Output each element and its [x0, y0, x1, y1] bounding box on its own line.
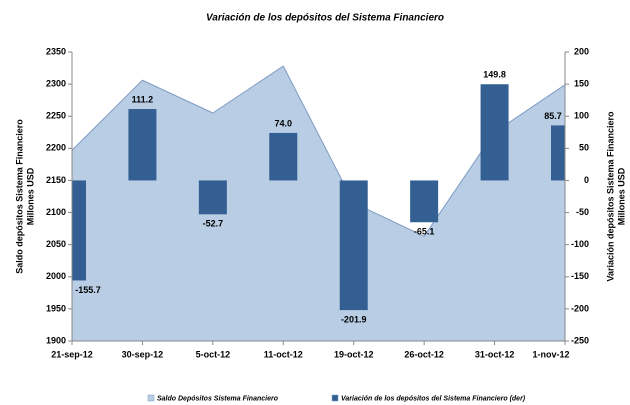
- x-tick-label: 26-oct-12: [404, 349, 444, 359]
- bar: [480, 84, 509, 181]
- bar: [269, 132, 298, 181]
- legend-swatch: [147, 394, 155, 402]
- bar: [198, 180, 227, 215]
- y-tick-label: 2250: [46, 111, 66, 121]
- y2-tick-label: -100: [571, 239, 589, 249]
- y-axis-title: Millones USD: [25, 167, 35, 225]
- data-label: -65.1: [414, 227, 435, 237]
- data-label: 85.7: [544, 111, 562, 121]
- bar: [339, 180, 368, 311]
- data-label: -52.7: [203, 219, 224, 229]
- y2-tick-label: -150: [571, 271, 589, 281]
- x-tick-label: 11-oct-12: [264, 349, 303, 359]
- y-tick-label: 2350: [46, 46, 66, 56]
- data-label: -155.7: [75, 285, 101, 295]
- y2-tick-label: 150: [574, 78, 589, 88]
- data-label: 74.0: [275, 118, 293, 128]
- y-tick-label: 2150: [46, 175, 66, 185]
- bar: [551, 125, 565, 181]
- y-axis-title: Saldo depósitos Sistema Financiero: [14, 119, 24, 274]
- data-label: 149.8: [483, 70, 506, 80]
- y-tick-label: 1950: [46, 303, 66, 313]
- y-tick-label: 2300: [46, 78, 66, 88]
- y2-tick-label: 100: [574, 111, 589, 121]
- y2-tick-label: -200: [571, 303, 589, 313]
- bar: [410, 180, 439, 223]
- bar: [128, 109, 157, 181]
- y-tick-label: 2000: [46, 271, 66, 281]
- y-tick-label: 1900: [46, 335, 66, 345]
- chart-title: Variación de los depósitos del Sistema F…: [206, 13, 444, 24]
- data-label: 111.2: [132, 94, 154, 104]
- y-tick-label: 2100: [46, 207, 66, 217]
- x-tick-label: 30-sep-12: [122, 349, 164, 359]
- x-tick-label: 19-oct-12: [334, 349, 374, 359]
- x-tick-label: 31-oct-12: [475, 349, 515, 359]
- x-tick-label: 1-nov-12: [532, 349, 569, 359]
- y2-tick-label: 200: [574, 46, 589, 56]
- y-tick-label: 2200: [46, 143, 66, 153]
- y2-axis-title: Variación depósitos Sistema Financiero: [605, 111, 615, 282]
- y2-tick-label: -50: [576, 207, 589, 217]
- y2-tick-label: 50: [579, 143, 589, 153]
- legend-label: Saldo Depósitos Sistema Financiero: [157, 395, 279, 402]
- plot-area: [72, 65, 565, 341]
- y2-axis-title: Millones USD: [616, 167, 626, 225]
- y2-tick-label: -250: [571, 335, 589, 345]
- legend-label: Variación de los depósitos del Sistema F…: [341, 395, 526, 402]
- data-label: -201.9: [341, 314, 367, 324]
- y-tick-label: 2050: [46, 239, 66, 249]
- x-tick-label: 5-oct-12: [196, 349, 231, 359]
- x-tick-label: 21-sep-12: [51, 349, 93, 359]
- bar: [72, 180, 86, 281]
- y2-tick-label: 0: [584, 175, 589, 185]
- legend-swatch: [331, 394, 339, 402]
